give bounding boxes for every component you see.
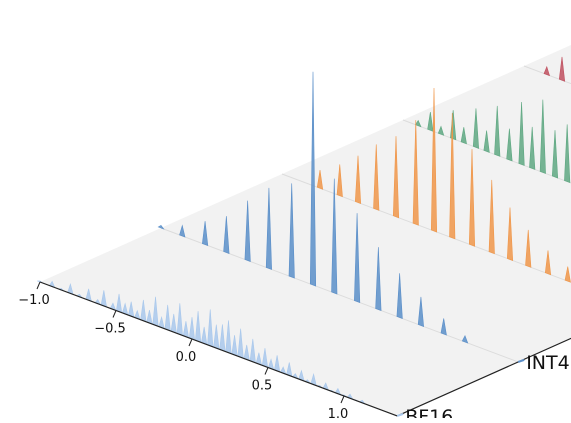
- series-int4: [157, 71, 519, 363]
- x-tick-mark: [112, 310, 117, 318]
- data-spike: [157, 225, 165, 230]
- data-spike: [558, 56, 566, 82]
- data-spike: [396, 273, 403, 319]
- series-tick-mark: [517, 359, 525, 363]
- series-hif4: [523, 56, 571, 85]
- data-spike: [179, 224, 186, 238]
- data-spike: [460, 127, 467, 145]
- data-spike: [430, 87, 438, 233]
- data-spike: [461, 335, 469, 344]
- data-spike: [336, 164, 343, 198]
- data-spike: [472, 108, 480, 149]
- x-tick-label: 0.5: [252, 379, 273, 394]
- data-spike: [543, 65, 551, 77]
- data-spike: [564, 124, 571, 184]
- data-spike: [202, 221, 209, 247]
- data-spike: [331, 178, 338, 295]
- data-spike: [373, 144, 380, 211]
- data-spike: [309, 71, 317, 287]
- data-spike: [354, 155, 362, 204]
- data-spike: [440, 318, 447, 336]
- data-spike: [316, 170, 324, 190]
- data-spike: [417, 296, 424, 327]
- x-tick-label: 1.0: [328, 407, 349, 418]
- data-spike: [244, 200, 251, 262]
- series-nvfp4: [402, 99, 571, 184]
- x-axis-ticks: −1.0 −0.5 0.0 0.5 1.0: [18, 281, 349, 422]
- data-spike: [375, 247, 382, 311]
- series-tick-mark: [396, 413, 404, 417]
- x-tick-mark: [188, 338, 193, 347]
- series-mxfp4: [281, 87, 571, 283]
- x-tick-mark: [340, 395, 345, 404]
- data-spike: [449, 113, 456, 240]
- data-spike: [529, 126, 536, 170]
- data-spike: [518, 102, 525, 166]
- data-spike: [468, 149, 476, 247]
- data-spike: [525, 229, 532, 268]
- data-spike: [288, 183, 295, 279]
- x-tick-mark: [36, 281, 41, 290]
- data-spike: [427, 112, 434, 132]
- data-spike: [544, 250, 552, 276]
- data-spike: [494, 105, 501, 157]
- data-spike: [354, 213, 361, 303]
- x-tick-label: −1.0: [18, 293, 50, 308]
- data-spike: [483, 130, 490, 153]
- x-tick-label: −0.5: [94, 322, 126, 337]
- series-label: BF16: [405, 406, 453, 418]
- data-spike: [539, 99, 546, 174]
- data-spike: [392, 136, 400, 219]
- data-spike: [506, 128, 513, 162]
- x-tick-mark: [264, 367, 269, 375]
- data-spike: [437, 125, 445, 136]
- series-label: INT4: [526, 352, 570, 374]
- data-spike: [265, 187, 272, 270]
- data-spike: [412, 120, 419, 226]
- data-spike: [506, 207, 514, 261]
- data-spike: [488, 179, 495, 255]
- x-tick-label: 0.0: [176, 350, 197, 365]
- depth-axis-line: [396, 337, 571, 417]
- data-spike: [415, 119, 422, 128]
- data-spike: [551, 130, 559, 179]
- x-axis-line: [39, 281, 398, 417]
- data-spike: [564, 266, 571, 283]
- data-spike: [223, 216, 230, 254]
- series-baseline: [160, 227, 519, 363]
